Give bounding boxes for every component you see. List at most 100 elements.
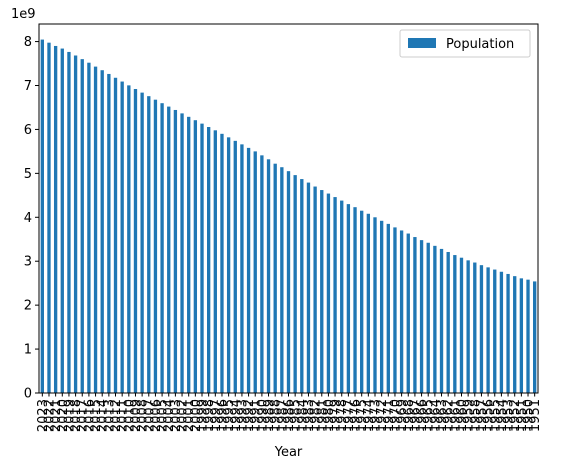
bar-2006 [153,99,158,393]
bar-1981 [320,190,324,393]
bar-2023 [40,39,44,394]
bar-1999 [200,123,204,393]
y-tick-label: 3 [24,255,32,270]
x-tick-label: 1964 [428,399,443,432]
x-tick-label: 1988 [269,399,284,432]
x-tick-label: 1999 [196,399,211,432]
x-tick-label: 1981 [315,399,330,432]
x-tick-label: 1952 [508,399,523,432]
x-tick-label: 1977 [342,399,357,432]
x-tick-label: 1953 [502,399,517,432]
bar-1977 [346,204,351,393]
y-tick-label: 7 [24,79,32,94]
x-axis-title: Year [274,445,303,460]
bar-2022 [47,42,51,394]
x-tick-label: 1985 [289,399,304,432]
bar-2005 [160,103,164,393]
bar-1993 [240,144,244,393]
bar-1954 [499,271,504,393]
bar-1994 [233,140,237,393]
x-tick-label: 2005 [156,399,171,432]
x-tick-label: 1987 [275,399,290,432]
x-tick-label: 1954 [495,399,510,432]
y-scale-label: 1e9 [11,7,36,22]
x-tick-label: 2000 [189,399,204,432]
x-tick-label: 2004 [162,399,177,432]
bar-2000 [193,120,198,393]
x-tick-label: 2022 [42,399,57,432]
x-tick-label: 1969 [395,399,410,432]
bar-1987 [280,167,284,393]
y-tick-label: 0 [24,387,32,402]
bar-1970 [393,227,397,393]
x-tick-label: 2013 [102,399,117,432]
x-tick-label: 1961 [448,399,463,432]
x-tick-label: 1973 [368,399,383,432]
x-tick-label: 2012 [109,399,124,432]
bar-2014 [100,70,104,394]
x-tick-label: 1967 [408,399,423,432]
x-tick-label: 1958 [468,399,483,432]
x-tick-label: 1960 [455,399,470,432]
bar-1989 [266,159,271,393]
bar-2019 [67,51,71,393]
bar-1990 [260,155,264,393]
x-tick-label: 2020 [56,399,71,432]
x-tick-label: 1976 [349,399,364,432]
bar-1952 [513,276,517,393]
x-tick-label: 2001 [182,399,197,432]
bar-2010 [127,85,131,394]
x-tick-label: 1983 [302,399,317,432]
bar-2017 [80,59,84,393]
x-tick-label: 1951 [528,399,543,432]
x-tick-label: 1968 [402,399,417,432]
bar-1966 [419,240,424,393]
bar-1957 [479,265,484,393]
bar-1950 [526,279,530,393]
y-tick-label: 4 [24,211,32,226]
x-tick-label: 2007 [142,399,157,432]
x-tick-label: 2021 [49,399,64,432]
y-axis: 0 1 2 3 4 5 6 7 8 [24,35,39,402]
bar-1961 [453,255,457,393]
bar-1992 [246,147,251,393]
legend: Population [399,29,531,58]
plot-frame [38,23,539,394]
x-tick-label: 2009 [129,399,144,432]
x-tick-label: 1982 [309,399,324,432]
x-tick-label: 1966 [415,399,430,432]
x-tick-label: 1971 [382,399,397,432]
bar-1985 [293,175,297,393]
x-tick-label: 1997 [209,399,224,432]
y-tick-label: 6 [24,123,32,138]
x-tick-label: 1993 [235,399,250,432]
bar-1974 [366,213,371,393]
bar-1953 [506,273,510,393]
x-tick-label: 1974 [362,399,377,432]
bar-2003 [173,109,178,393]
x-tick-label: 2011 [116,399,131,432]
bar-1965 [426,242,430,393]
x-tick-label: 1986 [282,399,297,432]
x-tick-label: 2003 [169,399,184,432]
bar-1983 [306,182,311,393]
bar-1969 [399,230,404,393]
bar-1976 [353,207,357,393]
x-tick-label: 2019 [62,399,77,432]
x-tick-label: 2002 [176,399,191,432]
y-tick-label: 2 [24,299,32,314]
x-tick-label: 2006 [149,399,164,432]
bar-2001 [187,116,191,393]
x-tick-label: 1989 [262,399,277,432]
bar-1963 [439,248,444,393]
y-tick-label: 1 [24,343,32,358]
bar-2013 [107,73,111,393]
bar-1958 [473,262,477,393]
bar-2020 [60,48,64,394]
bar-1971 [386,223,390,394]
x-tick-label: 1962 [442,399,457,432]
bar-2011 [120,81,124,394]
x-tick-label: 1994 [229,399,244,432]
bar-2007 [147,96,151,394]
legend-box [399,29,531,58]
